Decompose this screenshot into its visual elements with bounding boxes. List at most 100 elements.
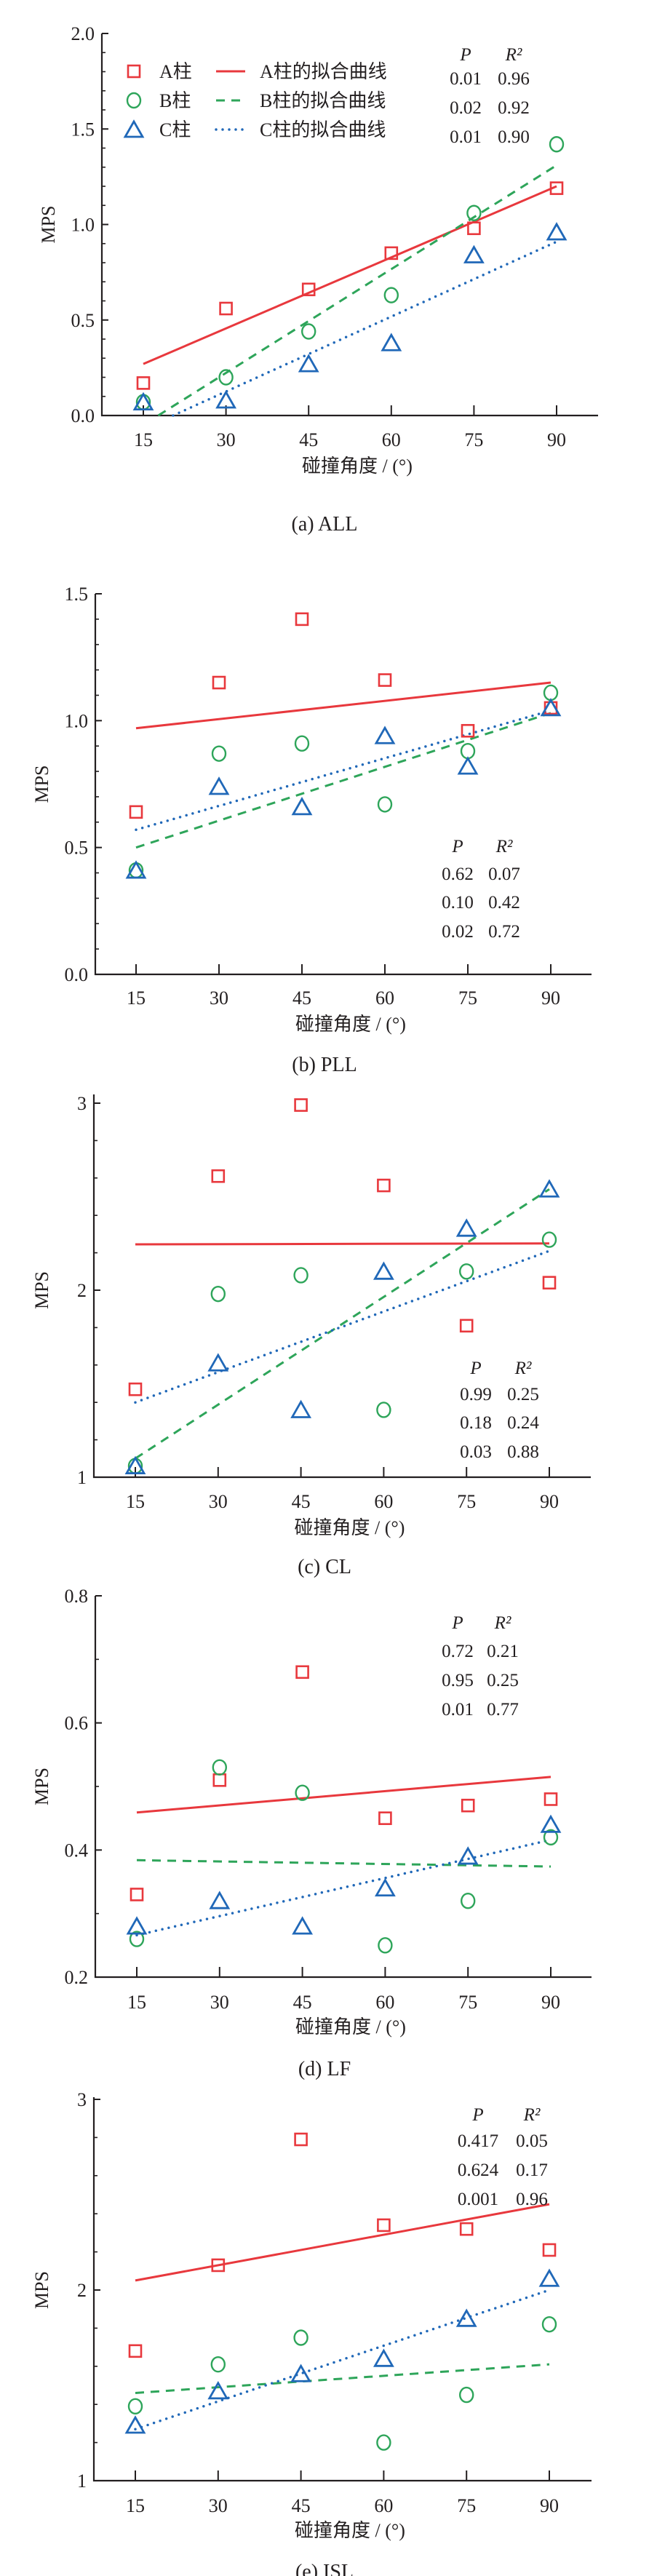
data-point-c: [124, 1455, 146, 1474]
x-axis-label: 碰撞角度 / (°): [295, 2520, 405, 2541]
data-point-c: [215, 390, 237, 409]
stats-p-value: 0.03: [460, 1442, 492, 1462]
data-point-b: [378, 1937, 393, 1954]
data-point-a: [128, 2344, 143, 2358]
stats-p-value: 0.01: [442, 1700, 474, 1720]
x-tick-label: 30: [217, 429, 236, 450]
x-tick-label: 75: [457, 2495, 476, 2516]
legend-label: B柱: [159, 90, 191, 111]
stats-p-value: 0.01: [450, 69, 482, 89]
y-tick-label: 2: [77, 2280, 87, 2301]
x-tick-label: 75: [457, 1491, 476, 1512]
fit-line-a: [143, 185, 557, 365]
data-point-b: [127, 2398, 143, 2415]
data-point-a: [384, 246, 399, 261]
data-point-a: [377, 1178, 391, 1193]
data-point-b: [376, 2434, 391, 2451]
data-point-c: [373, 1261, 394, 1280]
data-point-b: [541, 1231, 557, 1248]
fit-line-c: [134, 2289, 551, 2431]
x-tick-label: 30: [209, 2495, 228, 2516]
data-point-a: [377, 2218, 391, 2233]
data-point-a: [542, 2243, 557, 2257]
data-point-a: [544, 1792, 558, 1806]
stats-header-p: P: [469, 1359, 481, 1378]
chart-caption: (d) LF: [298, 2058, 351, 2080]
data-point-a: [461, 723, 475, 738]
y-tick-label: 3: [77, 1093, 87, 1114]
data-point-c: [207, 2381, 229, 2400]
y-tick-label: 0.8: [65, 1586, 89, 1607]
stats-r2-value: 0.05: [516, 2131, 548, 2151]
data-point-c: [373, 2348, 394, 2367]
data-point-c: [457, 756, 479, 775]
data-point-a: [549, 181, 564, 195]
fit-line-b: [157, 164, 557, 417]
data-point-c: [455, 2308, 477, 2327]
stats-r2-value: 0.42: [488, 893, 520, 913]
data-point-c: [132, 391, 154, 411]
data-point-b: [293, 2329, 308, 2346]
data-point-b: [541, 2315, 557, 2333]
data-point-a: [211, 2258, 226, 2273]
y-axis-label: MPS: [31, 1768, 52, 1805]
stats-r2-value: 0.72: [488, 922, 520, 942]
stats-p-value: 0.62: [442, 864, 474, 884]
data-point-c: [463, 245, 485, 263]
stats-r2-value: 0.96: [516, 2190, 548, 2209]
data-point-c: [209, 1891, 231, 1909]
stats-header-p: P: [459, 45, 471, 65]
stats-header-r2: R²: [505, 45, 522, 65]
data-point-b: [218, 369, 234, 386]
data-point-c: [455, 1218, 477, 1237]
legend-marker-c: [123, 119, 145, 138]
fit-line-a: [135, 681, 552, 730]
y-tick-label: 0.0: [65, 964, 89, 985]
x-tick-label: 90: [541, 1992, 560, 2013]
x-tick-label: 90: [540, 1491, 559, 1512]
data-point-c: [290, 1399, 312, 1418]
data-point-b: [129, 1931, 145, 1947]
stats-r2-value: 0.25: [507, 1385, 539, 1404]
y-tick-label: 1: [77, 2470, 87, 2492]
data-point-c: [292, 1916, 314, 1935]
y-axis-label: MPS: [38, 205, 59, 243]
data-point-c: [546, 222, 568, 241]
stats-r2-value: 0.17: [516, 2160, 548, 2180]
data-point-c: [208, 776, 230, 795]
y-tick-label: 0.2: [65, 1967, 89, 1988]
y-tick-label: 1.5: [71, 119, 95, 140]
x-tick-label: 45: [292, 987, 311, 1009]
y-tick-label: 2: [77, 1280, 87, 1301]
data-point-b: [543, 1829, 559, 1846]
fit-line-c: [135, 709, 552, 832]
data-point-a: [295, 1665, 309, 1679]
chart-caption: (a) ALL: [292, 513, 358, 536]
y-tick-label: 3: [77, 2089, 87, 2110]
chart-caption: (c) CL: [298, 1556, 351, 1578]
stats-r2-value: 0.96: [498, 69, 530, 89]
data-point-a: [219, 301, 233, 316]
data-point-a: [542, 1276, 557, 1290]
fit-line-b: [135, 2363, 550, 2394]
data-point-a: [459, 1319, 474, 1333]
data-point-c: [125, 860, 147, 879]
chart-panel-0: 0.0 0.5 1.0 1.5 2.0 15 30 45 60 75 90 MPS 碰撞角度 / (°)…: [38, 23, 598, 536]
data-point-b: [377, 796, 393, 813]
data-point-a: [211, 1169, 226, 1183]
data-point-b: [549, 136, 565, 153]
data-point-b: [461, 1892, 476, 1909]
x-tick-label: 60: [375, 987, 394, 1009]
x-tick-label: 30: [209, 1491, 228, 1512]
stats-header-r2: R²: [494, 1613, 511, 1633]
data-point-c: [124, 2415, 146, 2434]
stats-p-value: 0.01: [450, 127, 482, 147]
data-point-c: [290, 2364, 312, 2382]
data-point-a: [301, 282, 316, 297]
stats-header-r2: R²: [523, 2105, 541, 2125]
chart-panel-1: 0.0 0.5 1.0 1.5 15 30 45 60 75 90 MPS 碰撞角度 / (°) (b)…: [31, 584, 592, 1076]
data-point-a: [461, 1798, 475, 1813]
data-point-a: [294, 2132, 308, 2147]
data-point-b: [212, 1759, 227, 1776]
stats-p-value: 0.001: [458, 2190, 498, 2209]
